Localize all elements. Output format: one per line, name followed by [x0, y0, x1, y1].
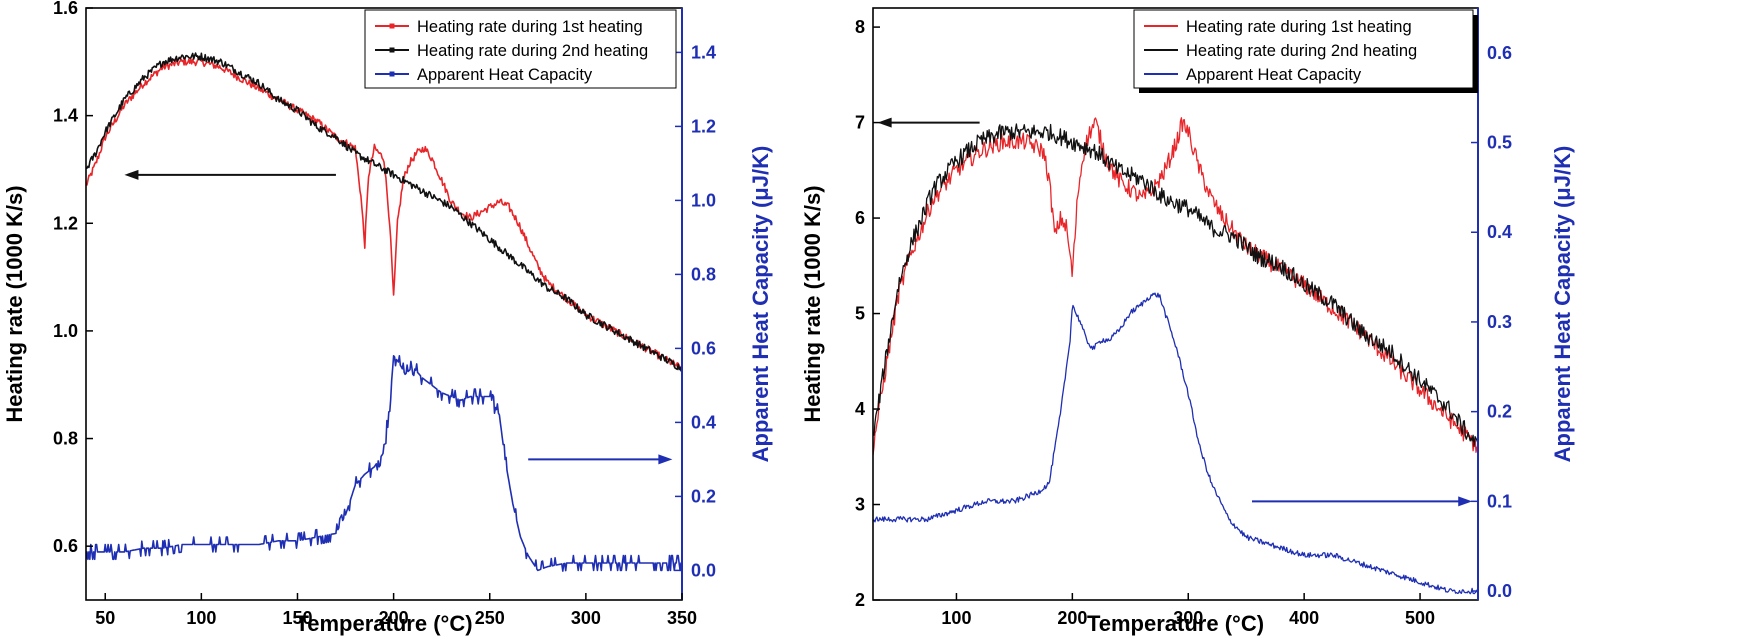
x-axis-label: Temperature (°C) — [1087, 611, 1264, 636]
series-line-first — [873, 117, 1478, 456]
plot-area — [86, 52, 682, 572]
y2-tick-label: 0.6 — [691, 338, 716, 358]
legend-label-first: Heating rate during 1st heating — [417, 18, 643, 36]
series-line-cap — [86, 354, 682, 572]
y2-axis-label: Apparent Heat Capacity (μJ/K) — [748, 146, 773, 463]
x-tick-label: 250 — [475, 608, 505, 628]
y-tick-label: 5 — [855, 304, 865, 324]
y-tick-label: 6 — [855, 208, 865, 228]
x-tick-label: 300 — [1173, 608, 1203, 628]
y-tick-label: 7 — [855, 113, 865, 133]
legend-box — [1133, 9, 1474, 89]
annotation-arrow-left-head — [124, 169, 139, 180]
legend-label-second: Heating rate during 2nd heating — [417, 42, 648, 60]
legend-label-cap: Apparent Heat Capacity — [417, 66, 593, 84]
y2-tick-label: 0.4 — [1487, 222, 1512, 242]
x-axis-label: Temperature (°C) — [295, 611, 472, 636]
plot-frame — [872, 7, 1479, 601]
series-line-second — [86, 52, 682, 373]
legend-marker-first — [389, 23, 395, 29]
y-tick-label: 1.6 — [53, 0, 78, 18]
legend-label-second: Heating rate during 2nd heating — [1186, 42, 1417, 60]
annotation-arrow-right-head — [658, 454, 673, 465]
series-line-cap — [873, 292, 1478, 595]
y-tick-label: 1.0 — [53, 321, 78, 341]
annotation-arrow-right-head — [1458, 496, 1473, 507]
y2-tick-label: 0.4 — [691, 412, 716, 432]
x-tick-label: 200 — [1057, 608, 1087, 628]
x-tick-label: 100 — [941, 608, 971, 628]
x-tick-label: 300 — [571, 608, 601, 628]
y2-tick-label: 0.6 — [1487, 43, 1512, 63]
legend-marker-second — [389, 47, 395, 53]
legend-box — [364, 9, 677, 89]
y-tick-label: 0.6 — [53, 536, 78, 556]
annotation-arrow-left-head — [877, 117, 892, 128]
right-chart-panel: 100 200 300 400 500 2 3 4 5 6 7 8 0.0 0.1 0.2 0.3 0.4 0.5… — [800, 7, 1575, 636]
y-axis-label: Heating rate (1000 K/s) — [800, 185, 825, 422]
y2-tick-label: 0.2 — [1487, 402, 1512, 422]
y2-tick-label: 0.1 — [1487, 491, 1512, 511]
legend-label-first: Heating rate during 1st heating — [1186, 18, 1412, 36]
legend: Heating rate during 1st heating Heating r… — [364, 9, 677, 89]
x-tick-label: 150 — [282, 608, 312, 628]
x-tick-label: 400 — [1289, 608, 1319, 628]
y2-tick-label: 0.3 — [1487, 312, 1512, 332]
legend-label-cap: Apparent Heat Capacity — [1186, 66, 1362, 84]
x-tick-label: 50 — [95, 608, 115, 628]
y-tick-label: 1.4 — [53, 106, 78, 126]
series-line-second — [873, 123, 1478, 448]
y-tick-label: 4 — [855, 399, 865, 419]
x-tick-label: 200 — [379, 608, 409, 628]
y2-tick-label: 1.2 — [691, 116, 716, 136]
y-tick-label: 2 — [855, 590, 865, 610]
y2-tick-label: 1.4 — [691, 42, 716, 62]
legend: Heating rate during 1st heating Heating r… — [1133, 9, 1478, 93]
y-tick-label: 8 — [855, 17, 865, 37]
x-tick-label: 500 — [1405, 608, 1435, 628]
y2-tick-label: 0.8 — [691, 264, 716, 284]
plot-frame — [85, 7, 683, 601]
x-tick-label: 350 — [667, 608, 697, 628]
y-axis-label: Heating rate (1000 K/s) — [2, 185, 27, 422]
left-chart-panel: 50 100 150 200 250 300 350 0.6 0.8 1.0 1.2 1.4 1.6 0.… — [2, 0, 773, 636]
y2-axis-label: Apparent Heat Capacity (μJ/K) — [1550, 146, 1575, 463]
y2-tick-label: 0.2 — [691, 486, 716, 506]
series-line-first — [86, 57, 682, 372]
y2-tick-label: 0.0 — [1487, 581, 1512, 601]
legend-marker-cap — [389, 71, 395, 77]
plot-area — [873, 117, 1478, 595]
y2-tick-label: 0.0 — [691, 560, 716, 580]
x-tick-label: 100 — [186, 608, 216, 628]
y-tick-label: 1.2 — [53, 213, 78, 233]
y-tick-label: 0.8 — [53, 429, 78, 449]
y-tick-label: 3 — [855, 495, 865, 515]
y2-tick-label: 0.5 — [1487, 133, 1512, 153]
y2-tick-label: 1.0 — [691, 190, 716, 210]
